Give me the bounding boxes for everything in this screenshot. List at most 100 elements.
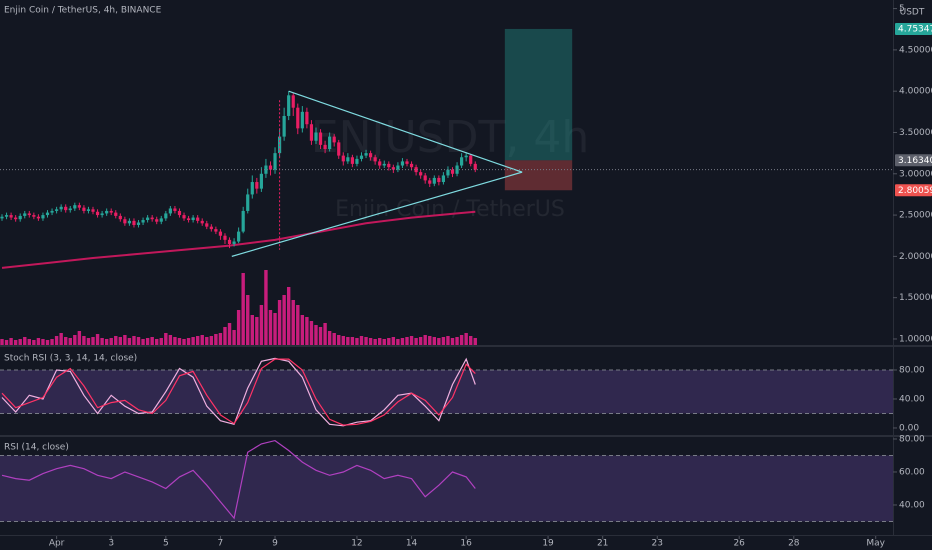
volume-bar [396,339,400,345]
candle-body [346,157,350,162]
volume-bar [141,339,145,345]
price-label: 2.80059 [898,186,932,196]
volume-bar [45,340,50,345]
volume-bar [64,337,68,345]
x-tick-label: 5 [163,539,169,549]
volume-bar [73,335,77,345]
candle-body [428,180,432,184]
y-tick-label: 3.50000 [899,128,932,138]
volume-bar [405,337,409,345]
band-fill [0,369,893,414]
volume-bar [368,338,373,345]
candle-body [246,194,250,211]
volume-bar [337,335,341,345]
x-tick-label: 14 [406,539,418,549]
volume-bar [355,338,359,345]
volume-bar [382,339,386,345]
volume-bar [155,339,159,345]
candle-body [200,220,204,224]
candle-body [168,208,172,214]
candle-body [359,155,364,159]
volume-bar [168,335,173,345]
candle-body [318,132,323,145]
volume-bar [214,334,218,345]
volume-bar [318,327,323,345]
candle-body [73,205,77,209]
volume-bar [86,338,91,345]
candle-body [255,182,259,189]
candle-body [237,231,241,242]
watermark: Enjin Coin / TetherUS [335,197,565,222]
candle-body [205,223,209,227]
candle-body [27,213,31,216]
candle-body [150,217,154,220]
candle-body [423,175,427,181]
candle-body [0,216,4,219]
x-tick-label: 21 [597,539,608,549]
volume-bar [150,337,154,345]
volume-bar [296,305,300,345]
volume-bar [9,338,13,345]
volume-bar [195,336,200,345]
candle-body [368,153,373,158]
volume-bar [323,323,327,345]
volume-bar [209,336,214,345]
y-tick-label: 3.00000 [899,169,932,179]
candle-body [391,167,395,170]
y-tick-label: 4.50000 [899,45,932,55]
x-tick-label: 19 [542,539,554,549]
volume-bar [309,321,314,345]
candle-body [268,165,273,170]
volume-bar [109,338,113,345]
volume-bar [277,300,282,345]
candle-body [95,211,100,216]
volume-bar [223,327,227,345]
volume-bar [236,310,241,345]
volume-bar [259,305,264,345]
candle-body [241,210,245,232]
volume-bar [341,336,345,345]
candle-body [9,215,13,218]
indicator-line [1,439,476,520]
volume-bar [145,338,150,345]
candle-body [409,163,414,168]
y-tick-label: 2.00000 [899,252,932,262]
candle-body [387,163,391,168]
candle-body [91,209,95,212]
candle-body [314,132,318,141]
candle-body [355,158,359,164]
volume-bar [118,337,123,345]
candle-body [378,161,382,166]
candle-body [146,217,150,221]
volume-bar [432,337,437,345]
volume-bar [18,339,22,345]
price-label-box [895,22,932,35]
volume-bar [464,333,468,345]
volume-bar [241,273,245,345]
candle-body [282,115,286,137]
volume-bar [473,338,477,345]
candle-body [300,111,304,129]
candle-body [100,213,104,216]
candle-body [64,206,68,211]
candle-body [32,215,36,217]
candle-body [218,231,223,236]
x-tick-label: 16 [460,539,472,549]
candle-body [59,206,63,210]
volume-bar [41,339,45,345]
volume-bar [191,337,195,345]
volume-bar [205,337,209,345]
candle-body [186,218,191,221]
y-tick-label: 40.00 [899,394,925,404]
candle-body [350,157,354,164]
candle-body [214,229,218,232]
candle-body [414,167,418,173]
candle-body [437,177,441,183]
y-tick-label: 2.50000 [899,211,932,221]
volume-bar [182,339,186,345]
candle-body [450,169,455,174]
volume-bar [418,337,423,345]
price-label: 3.16340 [898,156,932,166]
